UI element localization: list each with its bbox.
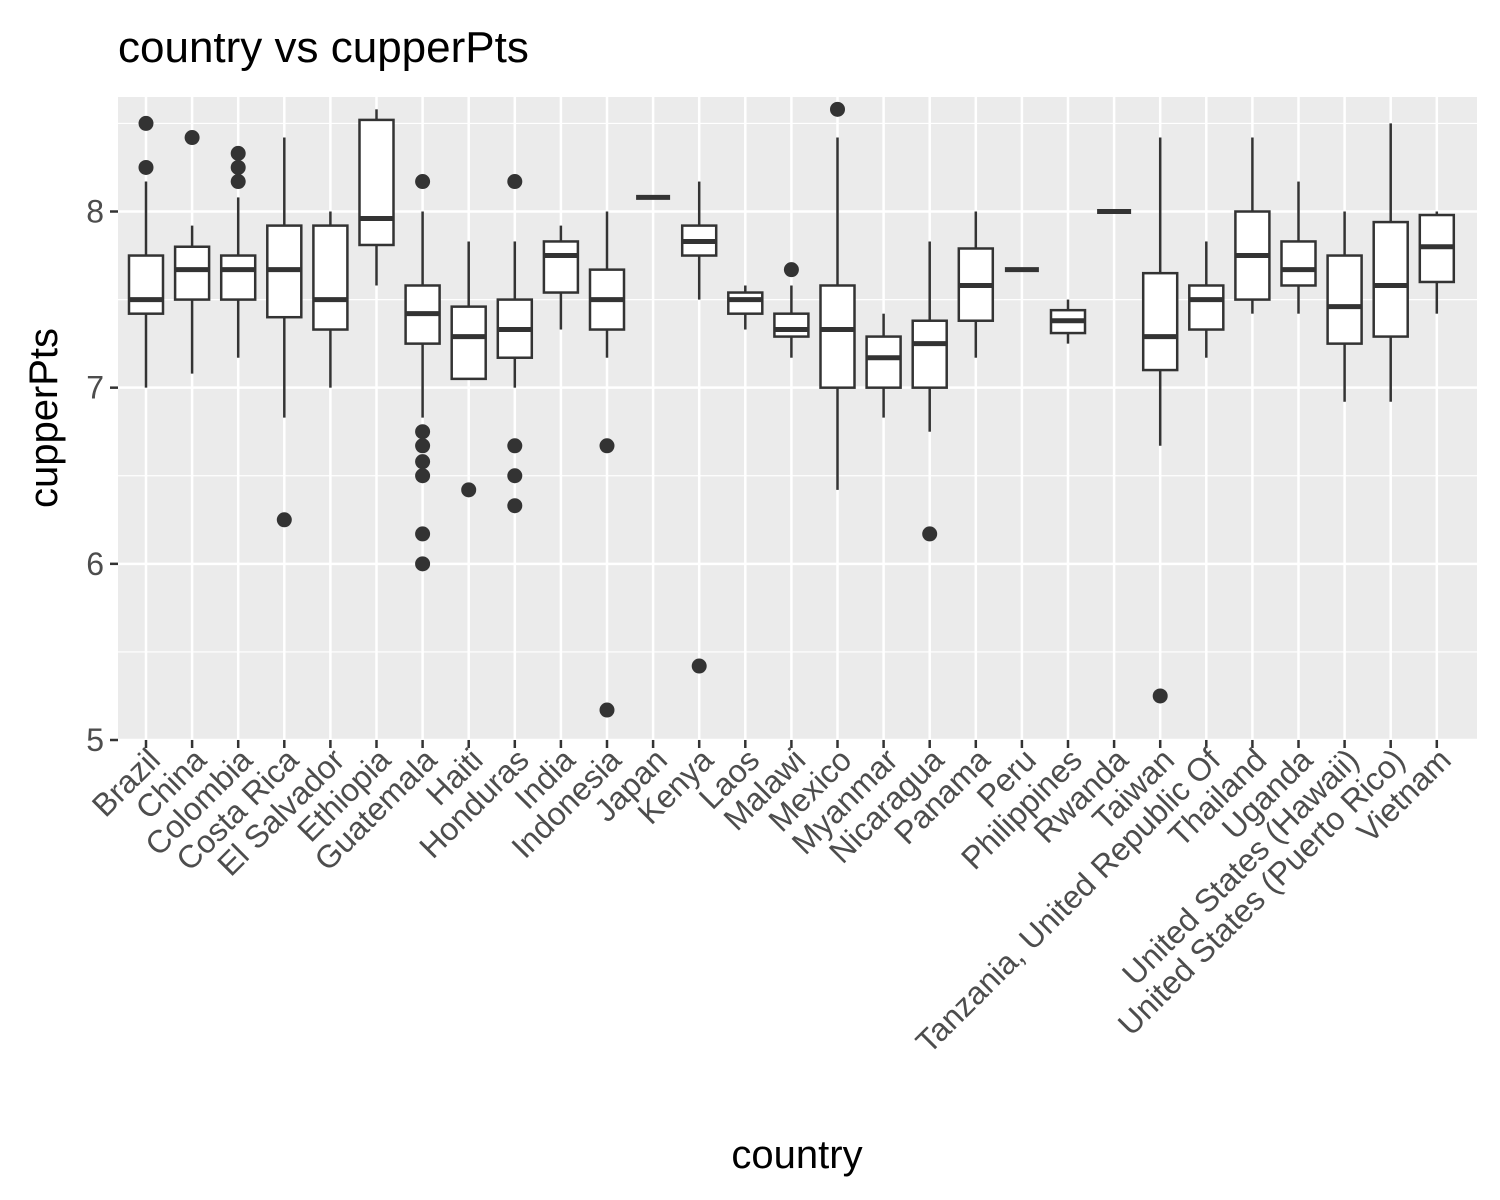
outlier-point (507, 174, 523, 190)
outlier-point (461, 482, 477, 498)
box-iqr (312, 224, 349, 331)
box-12 (680, 181, 718, 674)
box-iqr (173, 245, 211, 301)
box-iqr (1141, 271, 1179, 372)
box-iqr (1280, 240, 1317, 287)
box-1 (173, 130, 211, 374)
box-5 (358, 109, 395, 286)
box-iqr (1326, 254, 1363, 345)
plot-panel (118, 97, 1477, 740)
box-9 (542, 225, 580, 330)
box-24 (1234, 137, 1271, 314)
box-20 (1049, 299, 1087, 344)
outlier-point (230, 174, 246, 190)
box-25 (1280, 181, 1317, 314)
box-iqr (542, 240, 580, 294)
box-2 (219, 145, 257, 358)
outlier-point (599, 438, 615, 454)
box-7 (450, 241, 487, 498)
box-27 (1372, 123, 1409, 402)
box-iqr (219, 254, 257, 301)
y-tick-label: 6 (86, 546, 104, 582)
y-tick-label: 7 (86, 370, 104, 406)
box-26 (1326, 211, 1363, 402)
box-10 (588, 211, 626, 718)
outlier-point (230, 145, 246, 161)
outlier-point (138, 159, 154, 175)
y-axis: 5 6 7 8 (86, 194, 118, 758)
box-iqr (1188, 284, 1225, 331)
box-22 (1141, 137, 1179, 704)
outlier-point (691, 658, 707, 674)
outlier-point (230, 159, 246, 175)
box-6 (404, 174, 441, 572)
outlier-point (507, 498, 523, 514)
outlier-point (415, 174, 431, 190)
box-iqr (773, 312, 810, 338)
outlier-point (415, 526, 431, 542)
outlier-point (783, 262, 799, 278)
box-iqr (819, 284, 856, 389)
box-iqr (358, 118, 395, 247)
outlier-point (276, 512, 292, 528)
outlier-point (415, 468, 431, 484)
box-iqr (727, 291, 764, 315)
box-18 (957, 211, 995, 358)
y-tick-label: 5 (86, 722, 104, 758)
box-14 (773, 262, 810, 358)
box-4 (312, 211, 349, 388)
outlier-point (1152, 688, 1168, 704)
box-iqr (865, 335, 902, 389)
box-28 (1418, 211, 1456, 314)
box-iqr (911, 319, 948, 389)
box-16 (865, 313, 902, 418)
box-23 (1188, 241, 1225, 358)
box-iqr (1372, 220, 1409, 338)
outlier-point (184, 130, 200, 146)
box-15 (819, 101, 856, 490)
box-13 (727, 285, 764, 330)
chart-title: country vs cupperPts (118, 23, 529, 72)
outlier-point (138, 115, 154, 131)
outlier-point (415, 438, 431, 454)
box-8 (496, 174, 534, 514)
outlier-point (507, 438, 523, 454)
box-layer (127, 101, 1456, 718)
outlier-point (830, 101, 845, 117)
y-axis-title: cupperPts (22, 328, 66, 508)
outlier-point (415, 556, 431, 572)
outlier-point (599, 702, 615, 718)
box-3 (266, 137, 303, 528)
x-axis-title: country (731, 1133, 862, 1177)
box-17 (911, 241, 948, 542)
box-iqr (450, 305, 487, 381)
outlier-point (507, 468, 523, 484)
outlier-point (415, 424, 431, 440)
y-tick-label: 8 (86, 194, 104, 230)
box-iqr (127, 254, 165, 315)
outlier-point (922, 526, 938, 542)
outlier-point (415, 454, 431, 470)
box-0 (127, 115, 165, 388)
